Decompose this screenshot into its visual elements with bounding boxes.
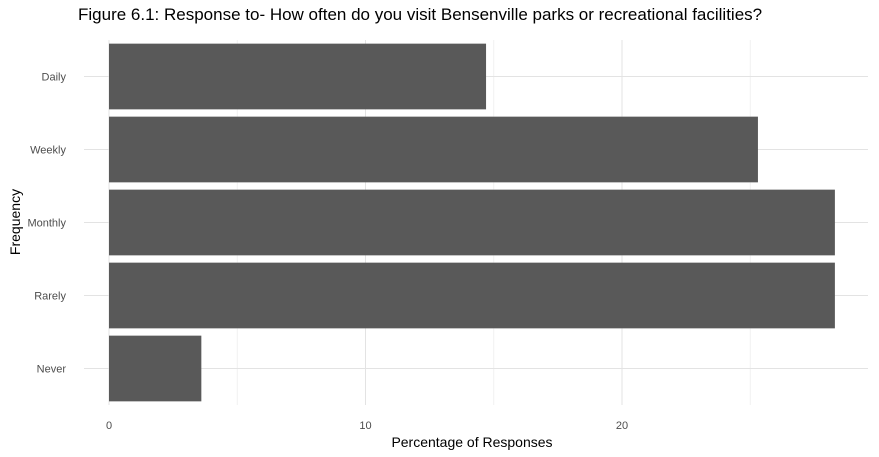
y-tick-label: Monthly <box>27 218 66 230</box>
bar-never <box>109 335 202 402</box>
bar-rarely <box>109 262 835 329</box>
bars <box>109 43 835 402</box>
bar-daily <box>109 43 487 110</box>
y-axis-title: Frequency <box>7 189 23 255</box>
y-tick-label: Rarely <box>34 291 66 303</box>
y-tick-label: Weekly <box>30 145 66 157</box>
x-tick-labels: 0 10 20 <box>106 420 628 432</box>
y-tick-label: Daily <box>42 72 67 84</box>
x-tick-label: 10 <box>359 420 371 432</box>
y-tick-label: Never <box>37 364 67 376</box>
bar-monthly <box>109 189 835 256</box>
bar-weekly <box>109 116 758 183</box>
x-tick-label: 0 <box>106 420 112 432</box>
x-axis-title: Percentage of Responses <box>391 434 552 450</box>
chart-title: Figure 6.1: Response to- How often do yo… <box>78 5 763 24</box>
x-tick-label: 20 <box>616 420 628 432</box>
y-tick-labels: Daily Weekly Monthly Rarely Never <box>27 72 66 376</box>
